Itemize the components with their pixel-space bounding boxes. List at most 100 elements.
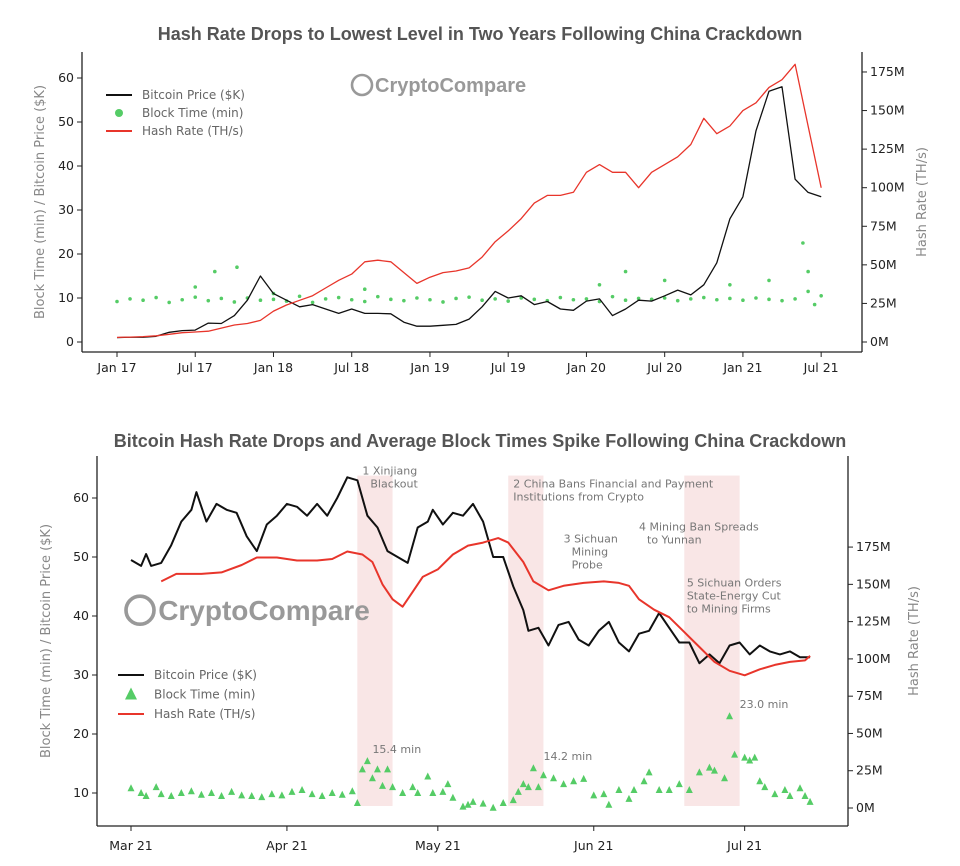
y-tick-label: 50 [73,549,89,564]
block-time-point [415,296,419,300]
block-time-point [780,298,784,303]
block-time-point [268,790,276,798]
block-time-point [363,757,371,765]
legend-label: Hash Rate (TH/s) [154,707,255,721]
x-tick-label: Mar 21 [109,838,152,853]
y-tick-label: 10 [58,290,74,305]
y2-tick-label: 25M [870,295,897,310]
x-tick-label: Jan 17 [96,360,136,375]
annotation-text: to Yunnan [647,533,702,546]
annotation-text: 2 China Bans Financial and Payment [513,477,714,490]
y2-tick-label: 125M [856,614,891,629]
block-time-point [630,786,638,794]
block-time-point [751,753,759,761]
block-time-point [207,789,215,796]
y-tick-label: 50 [58,114,74,129]
block-time-point [152,783,160,791]
block-time-point [167,791,175,799]
block-time-point [157,790,165,798]
block-time-point [499,799,507,807]
annotation-text: 23.0 min [740,698,789,711]
block-time-point [278,791,286,799]
block-time-point [590,791,598,799]
block-time-point [615,786,623,794]
y2-tick-label: 175M [856,539,891,554]
y-axis-label: Block Time (min) / Bitcoin Price ($K) [33,85,48,319]
y-tick-label: 60 [73,490,89,505]
block-time-point [662,296,667,300]
block-time-point [600,790,608,798]
block-time-point [695,768,703,776]
logo-text: CryptoCompare [158,595,370,626]
legend-label: Block Time (min) [154,688,255,702]
annotation-text: 15.4 min [372,743,421,756]
block-time-point [213,269,217,274]
block-time-point [655,786,663,794]
block-time-point [754,296,758,300]
block-time-point [248,791,256,799]
block-time-point [506,299,511,303]
block-time-point [605,800,613,808]
legend-label: Hash Rate (TH/s) [142,124,243,138]
block-time-point [228,787,236,795]
block-time-point [726,712,734,720]
logo-icon [124,594,156,627]
x-tick-label: Jul 19 [490,360,526,375]
block-time-point [570,777,578,785]
block-time-point [464,800,472,808]
block-time-point [539,771,547,779]
block-time-point [702,295,706,300]
y-tick-label: 40 [58,158,74,173]
y-tick-label: 0 [66,334,74,349]
block-time-point [439,787,447,795]
block-time-point [297,294,302,299]
logo-text: CryptoCompare [375,75,526,97]
x-tick-label: Jan 20 [566,360,606,375]
block-time-point [197,790,205,798]
block-time-point [524,783,532,791]
block-time-point [318,791,326,799]
block-time-point [489,803,497,811]
block-time-point [741,298,745,303]
block-time-point [232,300,237,304]
block-time-point [467,295,471,299]
x-tick-label: Jul 20 [646,360,682,375]
block-time-point [801,791,809,799]
block-time-point [665,786,673,794]
block-time-point [193,295,198,299]
block-time-point [167,300,171,305]
block-time-point [376,294,380,299]
block-time-point [675,298,680,303]
block-time-point [308,790,316,798]
hash-rate-line [116,63,822,339]
block-time-point [454,296,458,301]
block-time-point [258,793,266,801]
block-time-point [793,297,797,301]
block-time-point [705,763,713,771]
block-time-point [519,780,527,788]
block-time-point [137,789,145,796]
y-tick-label: 20 [73,726,89,741]
block-time-point [584,297,589,301]
block-time-point [409,783,417,791]
block-time-point [688,297,693,301]
block-time-point [362,287,367,292]
block-time-point [532,297,537,302]
x-tick-label: Jun 21 [573,838,613,853]
annotation-text: Mining [572,545,609,558]
y-tick-label: 30 [73,667,89,682]
cryptocompare-logo: CryptoCompare [350,73,526,97]
block-time-point [389,297,393,302]
block-time-point [238,791,246,799]
block-time-point [806,289,810,294]
annotation-text: State-Energy Cut [687,590,782,603]
block-time-point [746,756,754,764]
block-time-point [685,786,693,794]
legend-block-swatch [115,109,123,117]
y2-tick-label: 50M [870,257,897,272]
y-tick-label: 30 [58,202,74,217]
block-time-point [142,791,150,799]
block-time-point [218,791,226,799]
y2-tick-label: 150M [856,576,891,591]
